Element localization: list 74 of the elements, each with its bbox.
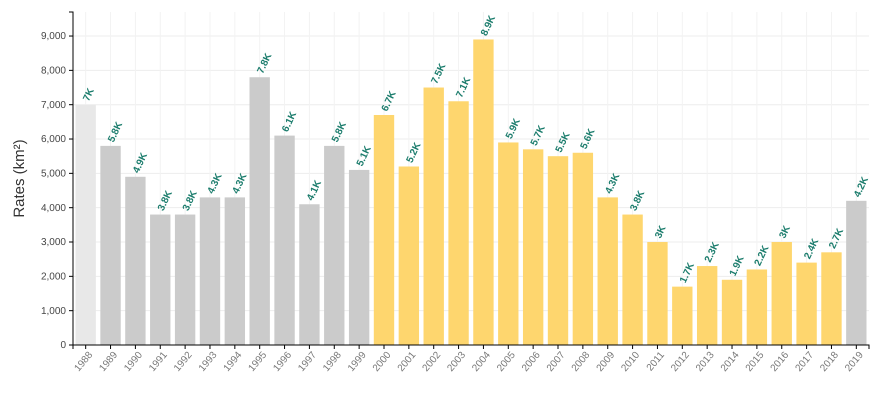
- data-label: 5.7K: [528, 123, 548, 148]
- y-axis-title: Rates (km²): [11, 139, 28, 218]
- data-label: 7.1K: [454, 75, 474, 100]
- data-label: 5.6K: [578, 126, 598, 152]
- bar: [572, 152, 594, 345]
- bar: [598, 197, 618, 345]
- data-label: 5.8K: [330, 120, 350, 144]
- bar: [150, 214, 170, 345]
- bar: [772, 242, 792, 345]
- data-label: 1.7K: [678, 260, 698, 285]
- bar: [200, 197, 220, 345]
- bar: [374, 114, 394, 345]
- bar: [398, 166, 420, 345]
- data-label: 5.8K: [106, 120, 126, 144]
- bar: [100, 146, 121, 345]
- data-label: 5.2K: [404, 140, 424, 165]
- bar: [722, 280, 742, 345]
- bar: [424, 88, 444, 345]
- bar: [622, 214, 643, 345]
- bar: [846, 200, 867, 345]
- data-label: 4.3K: [603, 171, 623, 196]
- data-label: 4.9K: [131, 150, 150, 176]
- bar: [125, 176, 146, 345]
- y-tick-label: 5,000: [40, 168, 66, 180]
- data-label: 6.7K: [380, 88, 399, 114]
- data-label: 5.1K: [354, 144, 374, 168]
- y-tick-label: 0: [60, 340, 66, 352]
- data-label: 3K: [653, 223, 669, 240]
- data-label: 2.2K: [752, 243, 772, 268]
- bar: [448, 101, 469, 345]
- data-label: 5.9K: [504, 116, 524, 141]
- y-tick-label: 1,000: [40, 306, 66, 317]
- data-label: 2.3K: [702, 240, 722, 264]
- bar: [473, 39, 494, 345]
- data-label: 4.1K: [305, 178, 324, 203]
- bar: [821, 252, 842, 345]
- data-label: 2.7K: [827, 226, 846, 251]
- bar: [348, 170, 370, 345]
- y-tick-label: 9,000: [40, 31, 66, 42]
- bar: [250, 77, 270, 345]
- y-tick-label: 3,000: [40, 237, 66, 248]
- bar: [746, 269, 768, 345]
- data-label: 7.5K: [429, 61, 449, 86]
- bar: [696, 266, 718, 345]
- bar: [796, 262, 817, 345]
- y-tick-label: 2,000: [40, 272, 66, 283]
- bar: [224, 197, 246, 345]
- data-label: 4.3K: [206, 171, 225, 196]
- bar: [672, 286, 692, 345]
- bar: [548, 156, 568, 345]
- data-label: 3.8K: [156, 188, 176, 213]
- bar: [299, 204, 320, 345]
- data-label: 5.5K: [554, 130, 573, 154]
- y-tick-label: 6,000: [40, 134, 66, 146]
- data-label: 6.1K: [280, 109, 300, 134]
- y-tick-label: 8,000: [40, 66, 66, 77]
- data-label: 4.3K: [230, 171, 250, 196]
- data-label: 1.9K: [728, 254, 747, 278]
- bar: [498, 142, 518, 345]
- bar: [174, 214, 196, 345]
- y-tick-label: 7,000: [40, 100, 66, 111]
- data-label: 7.8K: [255, 50, 275, 76]
- bar: [324, 146, 344, 345]
- y-tick-label: 4,000: [40, 202, 66, 214]
- bar: [647, 242, 668, 345]
- data-label: 7K: [81, 86, 98, 103]
- bar: [274, 136, 295, 345]
- bar: [522, 149, 544, 345]
- data-label: 4.2K: [852, 174, 872, 200]
- data-label: 3.8K: [180, 188, 200, 213]
- data-label: 8.9K: [479, 13, 498, 38]
- data-label: 3.8K: [628, 188, 648, 213]
- data-label: 3K: [777, 223, 794, 240]
- data-label: 2.4K: [802, 236, 822, 261]
